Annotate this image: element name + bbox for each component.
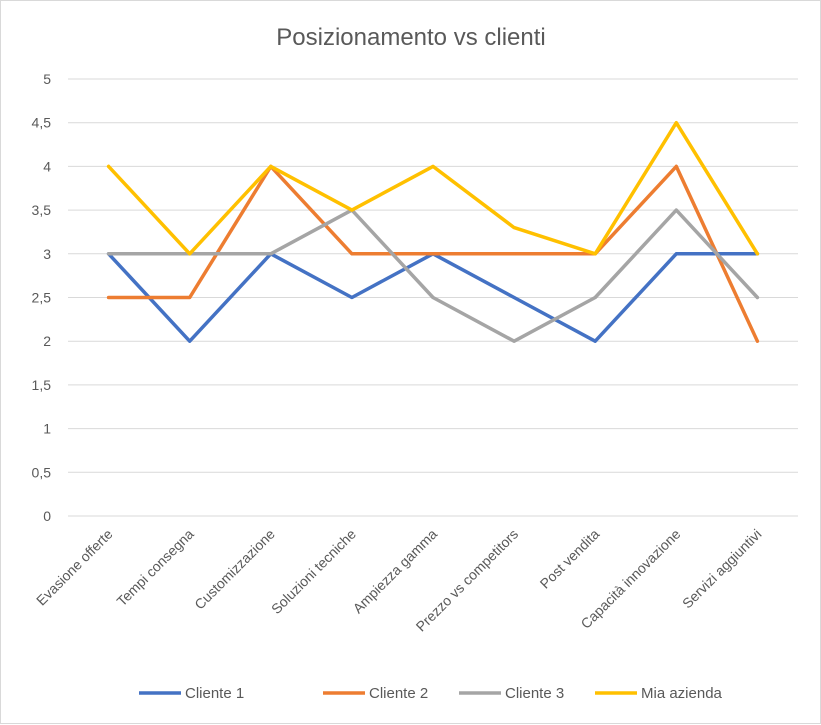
data-point bbox=[755, 339, 759, 343]
legend-item: Cliente 1 bbox=[139, 685, 244, 702]
data-point bbox=[431, 164, 435, 168]
data-point bbox=[269, 164, 273, 168]
y-tick-label: 2,5 bbox=[32, 290, 52, 306]
y-tick-label: 0 bbox=[43, 508, 51, 524]
legend-item: Cliente 3 bbox=[459, 685, 564, 702]
y-tick-label: 1 bbox=[43, 421, 51, 437]
legend-item: Mia azienda bbox=[595, 685, 723, 702]
x-tick-label: Servizi aggiuntivi bbox=[679, 526, 765, 612]
legend-label: Cliente 2 bbox=[369, 685, 428, 702]
y-tick-label: 4,5 bbox=[32, 115, 52, 131]
x-tick-label: Ampiezza gamma bbox=[350, 526, 441, 617]
data-point bbox=[512, 252, 516, 256]
data-point bbox=[350, 208, 354, 212]
data-point bbox=[188, 296, 192, 299]
y-tick-label: 2 bbox=[43, 333, 51, 349]
data-point bbox=[188, 252, 192, 256]
data-point bbox=[674, 164, 678, 168]
y-tick-label: 3,5 bbox=[32, 202, 52, 218]
series-lines bbox=[106, 120, 760, 343]
series-line bbox=[106, 120, 760, 256]
data-point bbox=[188, 339, 192, 343]
data-point bbox=[431, 252, 435, 256]
data-point bbox=[269, 252, 273, 256]
x-tick-label: Evasione offerte bbox=[33, 526, 116, 609]
y-tick-label: 5 bbox=[43, 71, 51, 87]
x-tick-label: Customizzazione bbox=[191, 526, 278, 613]
y-tick-label: 3 bbox=[43, 246, 51, 262]
legend-label: Cliente 3 bbox=[505, 685, 564, 702]
y-tick-label: 4 bbox=[43, 158, 51, 174]
x-tick-label: Soluzioni tecniche bbox=[268, 526, 359, 617]
y-tick-label: 0,5 bbox=[32, 464, 52, 480]
data-point bbox=[674, 121, 678, 125]
data-point bbox=[674, 208, 678, 212]
data-point bbox=[512, 339, 516, 343]
data-point bbox=[593, 296, 597, 299]
data-point bbox=[107, 296, 111, 299]
legend: Cliente 1 Cliente 2 Cliente 3 Mia azienda bbox=[139, 685, 723, 702]
data-point bbox=[755, 252, 759, 256]
legend-label: Mia azienda bbox=[641, 685, 723, 702]
data-point bbox=[512, 296, 516, 299]
legend-label: Cliente 1 bbox=[185, 685, 244, 702]
data-point bbox=[350, 296, 354, 299]
series-4 bbox=[106, 120, 760, 256]
data-point bbox=[107, 164, 111, 168]
data-point bbox=[755, 296, 759, 299]
data-point bbox=[350, 252, 354, 256]
chart-title: Posizionamento vs clienti bbox=[276, 24, 545, 51]
data-point bbox=[593, 339, 597, 343]
data-point bbox=[107, 252, 111, 256]
y-tick-label: 1,5 bbox=[32, 377, 52, 393]
data-point bbox=[674, 252, 678, 256]
data-point bbox=[593, 252, 597, 256]
x-tick-label: Post vendita bbox=[537, 526, 603, 592]
data-point bbox=[431, 296, 435, 299]
x-tick-label: Tempi consegna bbox=[113, 526, 197, 610]
legend-item: Cliente 2 bbox=[323, 685, 428, 702]
data-point bbox=[512, 226, 516, 230]
y-axis-tick-labels: 0 0,5 1 1,5 2 2,5 3 3,5 4 4,5 5 bbox=[32, 71, 52, 524]
